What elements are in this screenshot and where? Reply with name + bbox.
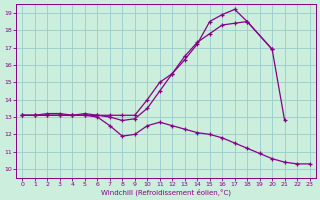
X-axis label: Windchill (Refroidissement éolien,°C): Windchill (Refroidissement éolien,°C) — [101, 188, 231, 196]
